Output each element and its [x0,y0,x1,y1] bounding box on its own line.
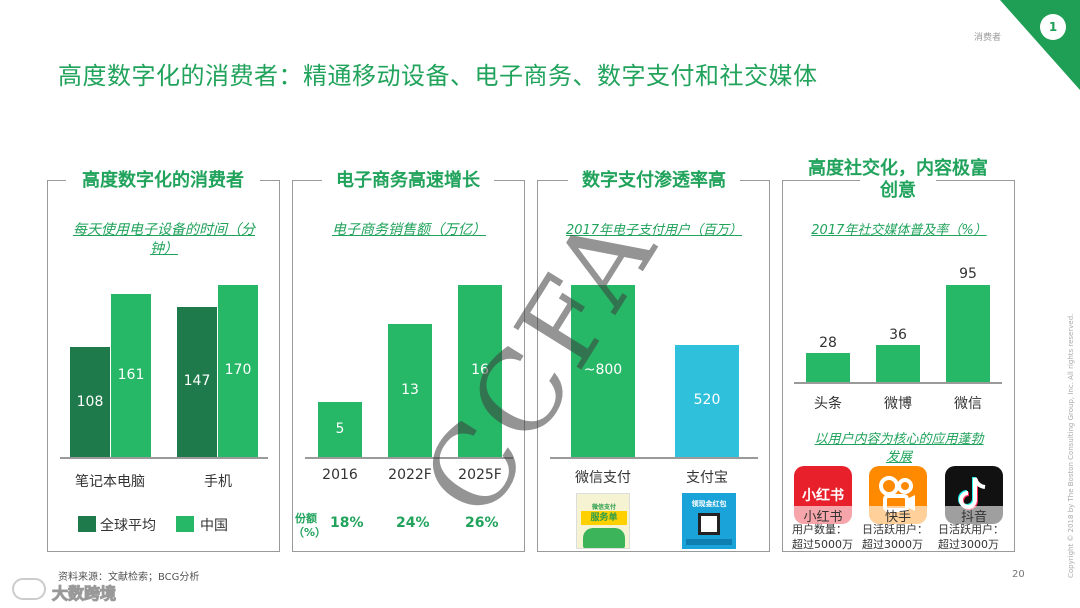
app-name-kuaishou: 快手 [869,506,927,525]
panel-social-title-2: 创意 [860,180,936,202]
cat-wechat: 微信 [954,396,982,412]
cat-weibo: 微博 [884,396,912,412]
bar-wechat-value: 95 [959,266,977,282]
alipay-promo-image: 领现金红包 [682,493,736,549]
bar-2025f-label: 16 [471,362,489,378]
app-users-xiaohongshu-1: 用户数量： [792,523,847,536]
bar-alipay-label: 520 [693,392,721,408]
bar-wechat [946,285,990,382]
footer-logo-icon [12,578,46,600]
bar-weibo-value: 36 [889,327,907,343]
bar-phone-global-label: 147 [183,373,211,389]
bar-wechat-pay-label: ~800 [583,362,623,378]
bar-laptop-china-label: 161 [117,367,145,383]
share-label-1: 份额 [295,512,317,525]
xiaohongshu-logo-text: 小红书 [802,488,844,504]
page-badge: 1 [1040,14,1066,40]
panel-payment-title: 数字支付渗透率高 [568,170,740,192]
share-label-2: （%） [293,526,327,539]
social-note-2: 发展 [885,450,912,465]
bar-toutiao [806,353,850,382]
footer-logo-text: 大数跨境 [51,584,117,604]
bar-wechat-pay [571,285,635,457]
app-users-xiaohongshu-2: 超过5000万 [792,538,853,551]
share-2025f: 26% [465,515,499,531]
bar-phone-china [218,285,258,457]
page-number: 20 [1012,569,1025,580]
bar-2025f [458,285,502,457]
share-2016: 18% [330,515,364,531]
devices-axis [60,457,268,459]
ecommerce-axis [305,457,513,459]
alipay-promo-text: 领现金红包 [691,500,727,508]
bar-laptop-china [111,294,151,457]
cat-phone: 手机 [204,474,232,490]
app-users-kuaishou-1: 日活跃用户： [862,523,928,536]
social-axis [794,382,1002,384]
bar-laptop-global [70,347,110,457]
bar-2022f [388,324,432,457]
legend-swatch-global [78,516,96,532]
bar-phone-china-label: 170 [224,362,252,378]
bar-alipay [675,345,739,457]
legend-swatch-china [176,516,194,532]
wechat-promo-image: 微信支付 服务单 [576,493,630,549]
app-users-douyin-2: 超过3000万 [938,538,999,551]
source-note: 资料来源：文献检索；BCG分析 [58,572,200,583]
app-users-douyin-1: 日活跃用户： [938,523,1004,536]
wechat-promo-text-1: 微信支付 [591,504,616,511]
legend-global-label: 全球平均 [100,518,156,534]
corner-triangle [1000,0,1080,90]
panel-ecommerce-subtitle: 电子商务销售额（万亿） [332,222,486,238]
panel-ecommerce-title: 电子商务高速增长 [322,170,494,192]
bar-laptop-global-label: 108 [76,394,104,410]
copyright: Copyright © 2018 by The Boston Consultin… [1067,313,1075,578]
cat-alipay: 支付宝 [686,470,728,486]
bar-phone-global [177,307,217,457]
payment-axis [550,457,758,459]
kuaishou-camera-glyph [879,476,915,512]
cat-2025f: 2025F [458,467,502,483]
wechat-promo-text-2: 服务单 [581,511,627,525]
alipay-promo-strip [686,539,732,545]
cat-2022f: 2022F [388,467,432,483]
panel-social-subtitle: 2017年社交媒体普及率（%） [811,223,987,238]
legend-china-label: 中国 [200,518,228,534]
share-2022f: 24% [396,515,430,531]
bar-weibo [876,345,920,382]
cat-toutiao: 头条 [814,396,842,412]
bar-2022f-label: 13 [401,382,419,398]
panel-devices-subtitle-1: 每天使用电子设备的时间（分 [73,222,255,238]
cat-wechat-pay: 微信支付 [575,470,631,486]
panel-devices-title: 高度数字化的消费者 [66,170,260,192]
bar-2016 [318,402,362,457]
cat-laptop: 笔记本电脑 [75,474,145,490]
bar-toutiao-value: 28 [819,335,837,351]
wechat-promo-figure [583,528,625,548]
qr-code-icon [698,513,720,535]
social-note-1: 以用户内容为核心的应用蓬勃 [814,432,984,447]
app-users-kuaishou-2: 超过3000万 [862,538,923,551]
cat-2016: 2016 [322,467,358,483]
page-title: 高度数字化的消费者：精通移动设备、电子商务、数字支付和社交媒体 [58,62,818,90]
app-name-xiaohongshu: 小红书 [794,506,852,525]
panel-social-title-1: 高度社交化，内容极富 [790,158,1006,180]
bar-2016-label: 5 [335,421,345,437]
panel-payment-subtitle: 2017年电子支付用户（百万） [565,223,743,238]
section-label: 消费者 [974,33,1002,43]
panel-devices-subtitle-2: 钟） [150,241,178,257]
app-name-douyin: 抖音 [945,506,1003,525]
